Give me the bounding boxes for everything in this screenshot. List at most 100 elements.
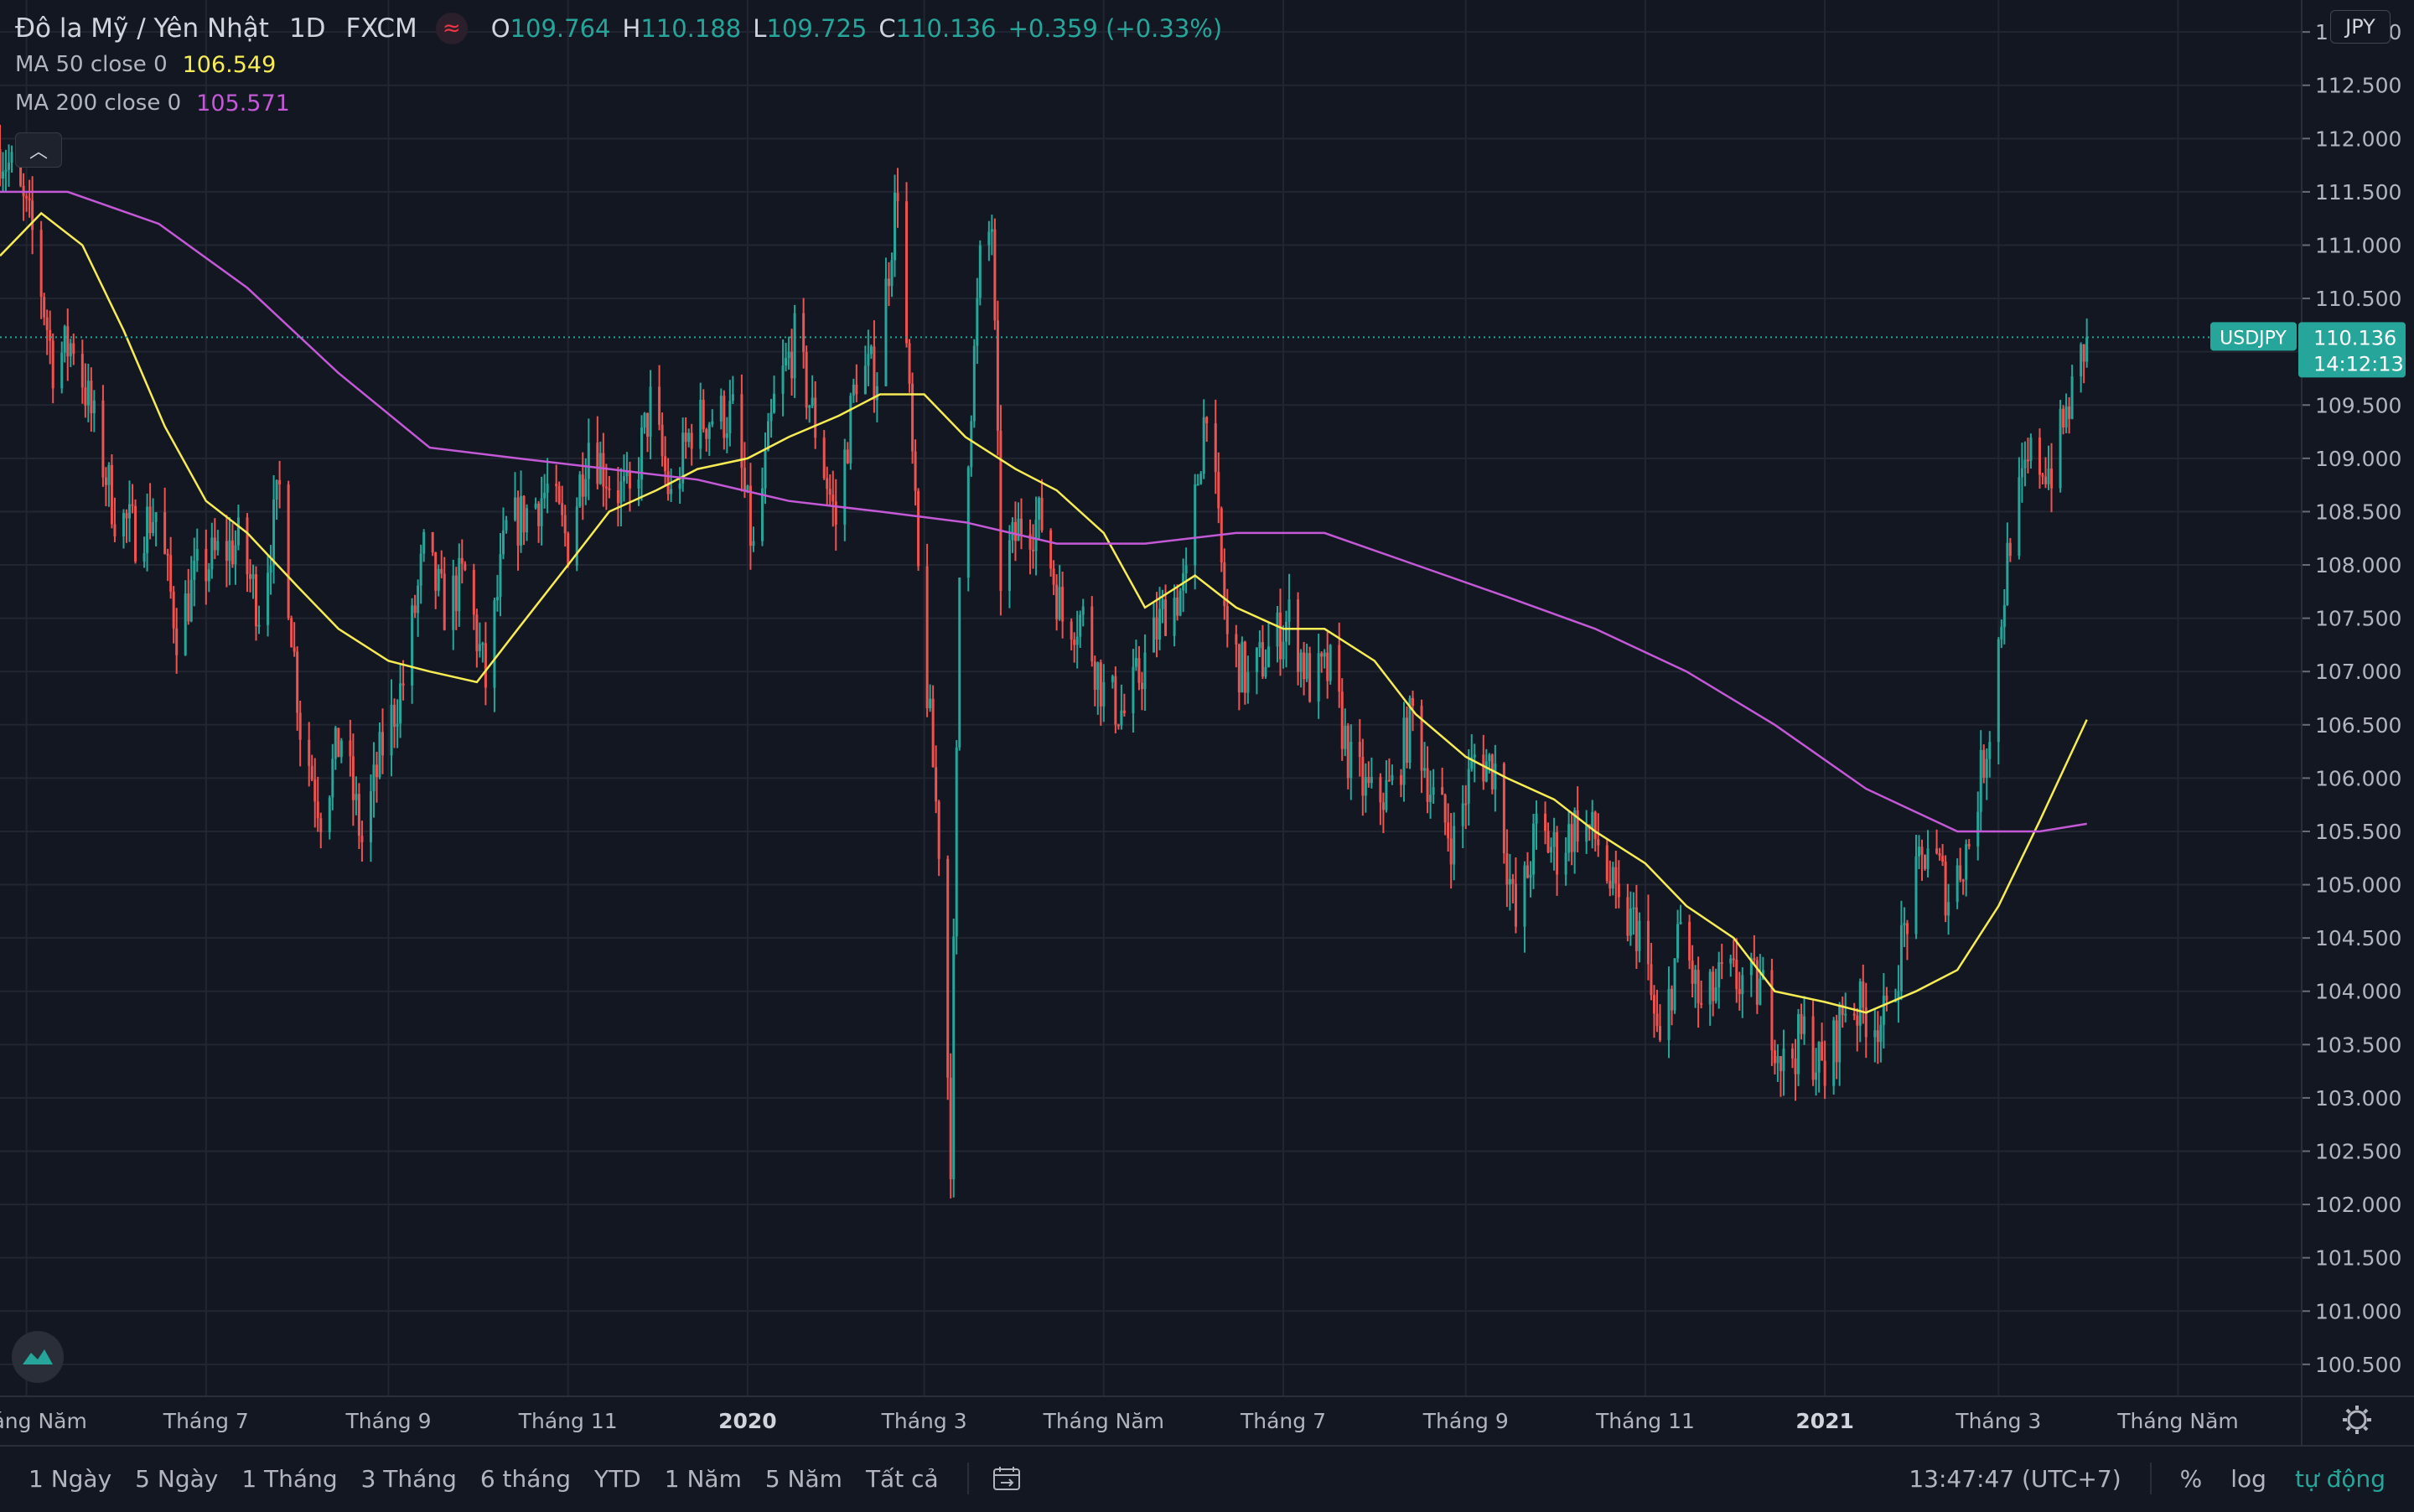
log-toggle[interactable]: log	[2230, 1464, 2266, 1493]
candle-body	[728, 401, 732, 433]
candle-body	[534, 503, 537, 509]
ma50-legend[interactable]: MA 50 close 0 106.549	[15, 45, 1222, 84]
candle-body	[1876, 1030, 1879, 1043]
candle-body	[413, 605, 417, 614]
candle-body	[646, 412, 650, 437]
candle-body	[92, 400, 96, 414]
candle-body	[1381, 802, 1385, 810]
candle-body	[334, 728, 337, 759]
candle-body	[8, 163, 11, 170]
candle-body	[378, 732, 381, 778]
auto-toggle[interactable]: tự động	[2294, 1464, 2386, 1493]
candle-body	[104, 477, 107, 485]
candle-body	[90, 381, 93, 414]
range-ytd[interactable]: YTD	[593, 1464, 641, 1493]
candle-body	[207, 569, 210, 582]
candle-body	[546, 484, 549, 493]
candle-body	[1573, 810, 1577, 852]
candle-body	[1694, 970, 1697, 984]
ma200-legend[interactable]: MA 200 close 0 105.571	[15, 84, 1222, 122]
clock-label[interactable]: 13:47:47 (UTC+7)	[1909, 1464, 2121, 1493]
currency-button[interactable]: JPY	[2330, 10, 2391, 44]
candle-body	[520, 495, 523, 546]
range-5d[interactable]: 5 Ngày	[135, 1464, 219, 1493]
candle-body	[125, 513, 128, 519]
range-3m[interactable]: 3 Tháng	[360, 1464, 457, 1493]
candle-body	[1385, 779, 1388, 810]
candle-body	[1349, 742, 1353, 779]
candle-body	[890, 260, 894, 287]
candle-body	[2070, 375, 2074, 419]
candle-body	[495, 597, 499, 601]
percent-toggle[interactable]: %	[2179, 1464, 2203, 1493]
range-all[interactable]: Tất cả	[865, 1464, 939, 1493]
candle-body	[1626, 897, 1629, 936]
range-1m[interactable]: 1 Tháng	[241, 1464, 338, 1493]
candle-body	[1346, 725, 1349, 779]
collapse-legend-button[interactable]: ︿	[15, 132, 62, 168]
candle-body	[555, 484, 558, 486]
candle-body	[1114, 676, 1117, 725]
ma-series-line	[0, 190, 2087, 833]
candle-body	[516, 497, 520, 546]
candle-body	[1918, 847, 1921, 857]
candle-body	[189, 579, 193, 622]
candle-body	[578, 474, 582, 507]
range-5y[interactable]: 5 Năm	[764, 1464, 842, 1493]
change-value: +0.359 (+0.33%)	[1008, 14, 1223, 43]
ma50-label: MA 50 close 0	[15, 52, 168, 77]
range-6m[interactable]: 6 tháng	[479, 1464, 571, 1493]
price-tag	[2298, 322, 2406, 378]
candle-body	[690, 432, 693, 449]
candle-body	[128, 504, 132, 519]
ma-series-line	[0, 211, 2088, 1014]
candle-body	[1844, 1013, 1847, 1016]
wave-icon[interactable]: ≈	[435, 13, 468, 44]
candle-body	[1279, 612, 1282, 660]
tradingview-logo-icon[interactable]	[12, 1331, 64, 1383]
candle-body	[1303, 652, 1306, 680]
candle-body	[39, 230, 43, 298]
candle-body	[793, 313, 796, 379]
candle-body	[1323, 652, 1326, 657]
candle-body	[1470, 757, 1474, 769]
candle-body	[1821, 1042, 1824, 1061]
candle-body	[1038, 497, 1041, 520]
y-tick-label: 108.000	[2315, 553, 2401, 577]
chart-legend: Đô la Mỹ / Yên Nhật 1D FXCM ≈ O 109.764 H…	[15, 12, 1222, 122]
candle-body	[869, 346, 873, 355]
calendar-icon[interactable]	[992, 1466, 1021, 1491]
candle-body	[313, 779, 317, 802]
candle-body	[811, 397, 814, 406]
candle-body	[1034, 519, 1038, 551]
candle-body	[643, 412, 646, 428]
candle-body	[1134, 658, 1137, 667]
range-1y[interactable]: 1 Năm	[664, 1464, 742, 1493]
candle-body	[1535, 813, 1538, 824]
interval-label[interactable]: 1D	[288, 13, 326, 44]
candle-body	[1514, 883, 1517, 927]
symbol-name[interactable]: Đô la Mỹ / Yên Nhật	[15, 13, 269, 44]
candle-body	[1938, 852, 1941, 857]
x-tick-label: Tháng Năm	[1043, 1409, 1164, 1433]
candle-body	[649, 386, 652, 437]
settings-gear-icon[interactable]	[2343, 1406, 2371, 1434]
candle-body	[437, 568, 440, 591]
candle-body	[1823, 1060, 1826, 1086]
candle-body	[1708, 971, 1712, 1005]
candle-body	[458, 557, 461, 612]
candle-body	[946, 858, 950, 1078]
candle-body	[1032, 549, 1035, 551]
candle-body	[454, 575, 458, 612]
x-tick-label: Tháng 9	[345, 1409, 432, 1433]
candle-body	[1567, 824, 1571, 853]
candle-body	[1605, 845, 1608, 882]
candle-body	[45, 317, 49, 330]
range-1d[interactable]: 1 Ngày	[28, 1464, 112, 1493]
candle-body	[110, 464, 113, 525]
candle-body	[475, 614, 479, 651]
open-label: O	[490, 14, 510, 43]
candle-body	[1058, 587, 1061, 620]
